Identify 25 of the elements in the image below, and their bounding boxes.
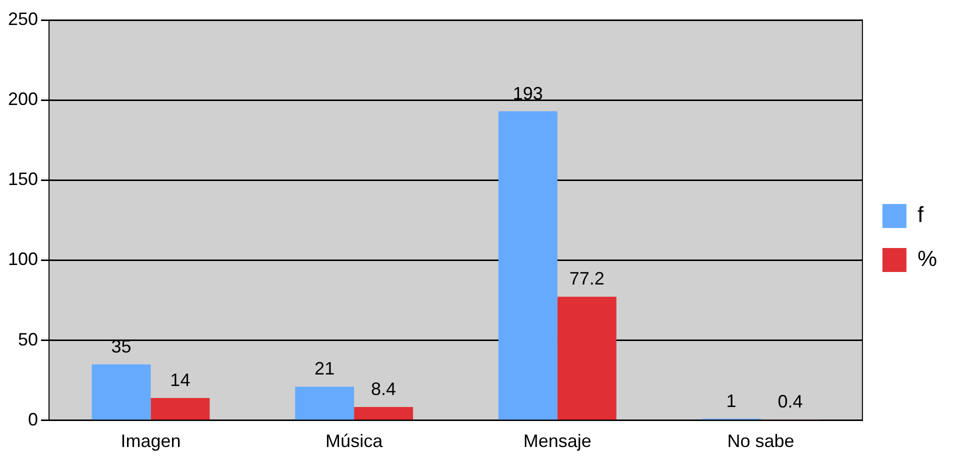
x-tick-label: Imagen — [120, 431, 181, 452]
data-label: 1 — [726, 390, 736, 411]
bar — [92, 364, 151, 420]
x-tick-label: Mensaje — [523, 431, 592, 452]
x-tick-label: Música — [326, 431, 384, 452]
x-tick-label: No sabe — [727, 431, 794, 452]
bar — [354, 406, 414, 420]
y-tick-label: 50 — [18, 329, 38, 350]
y-tick-label: 200 — [8, 89, 38, 110]
y-tick-label: 150 — [8, 169, 38, 190]
data-label: 77.2 — [569, 268, 604, 289]
bar — [295, 386, 354, 420]
legend-label: % — [917, 246, 937, 272]
bar — [557, 296, 616, 420]
bar — [150, 398, 210, 420]
y-tick-label: 0 — [28, 409, 38, 430]
data-label: 0.4 — [778, 392, 803, 412]
data-label: 14 — [170, 370, 190, 390]
data-label: 21 — [314, 358, 335, 379]
data-label: 193 — [512, 83, 543, 104]
y-tick-label: 100 — [8, 249, 38, 270]
bar — [498, 111, 558, 420]
legend-label: f — [917, 202, 924, 228]
data-label: 8.4 — [371, 378, 396, 399]
y-tick-label: 250 — [8, 8, 38, 29]
